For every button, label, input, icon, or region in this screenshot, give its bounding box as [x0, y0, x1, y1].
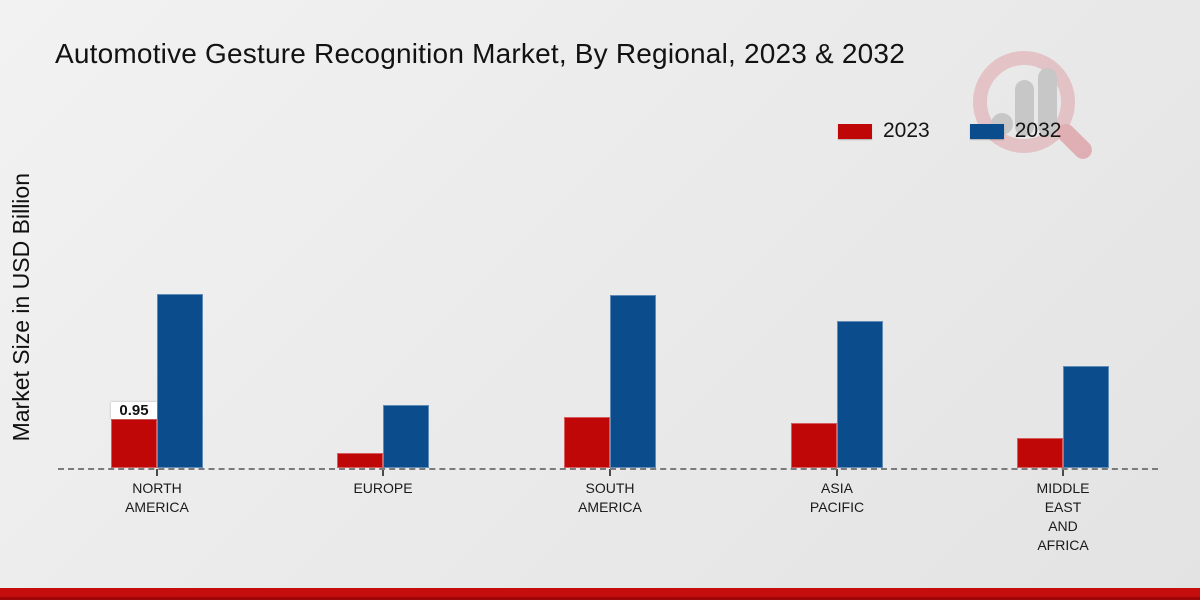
- legend-item-2023: 2023: [838, 119, 930, 143]
- x-axis-label-line: PACIFIC: [809, 499, 865, 515]
- bar-2032-middle-east-and-africa: [1063, 366, 1109, 468]
- x-axis-label-asia-pacific: ASIA PACIFIC: [752, 479, 922, 517]
- x-axis-label-line: EUROPE: [353, 480, 413, 496]
- bar-2023-south-america: [564, 417, 610, 468]
- x-axis-label-line: AFRICA: [1037, 537, 1089, 553]
- bar-2023-north-america: [111, 419, 157, 468]
- x-axis-label-line: AMERICA: [578, 499, 642, 515]
- bar-2032-north-america: [157, 294, 203, 468]
- x-axis-label-line: MIDDLE: [1036, 480, 1090, 496]
- legend-item-2032: 2032: [969, 119, 1062, 143]
- x-axis-label-middle-east-and-africa: MIDDLE EAST AND AFRICA: [978, 479, 1148, 555]
- bar-2023-middle-east-and-africa: [1017, 438, 1063, 468]
- y-axis-label-wrap: Market Size in USD Billion: [6, 140, 36, 475]
- chart-title: Automotive Gesture Recognition Market, B…: [55, 38, 905, 69]
- footer-bar: [0, 588, 1200, 600]
- legend: 2023 2032: [838, 119, 1061, 143]
- bar-2023-asia-pacific: [791, 423, 837, 468]
- bar-2032-asia-pacific: [837, 321, 883, 468]
- x-axis-label-line: AMERICA: [125, 499, 189, 515]
- x-axis-baseline: [58, 468, 1158, 470]
- bar-2023-europe: [337, 453, 383, 468]
- y-axis-label: Market Size in USD Billion: [7, 173, 34, 442]
- bar-2032-south-america: [610, 295, 656, 468]
- legend-label-2032: 2032: [1014, 119, 1062, 142]
- x-axis-label-south-america: SOUTH AMERICA: [525, 479, 695, 517]
- x-axis-label-line: ASIA: [821, 480, 853, 496]
- x-axis-label-line: NORTH: [132, 480, 182, 496]
- x-axis-label-line: AND: [1048, 518, 1078, 534]
- x-axis-tick-north-america: [156, 469, 158, 476]
- x-axis-tick-asia-pacific: [836, 469, 838, 476]
- value-label-2023-north-america: 0.95: [111, 402, 157, 419]
- x-axis-label-north-america: NORTH AMERICA: [72, 479, 242, 517]
- legend-swatch-2032: [969, 123, 1004, 139]
- x-axis-label-europe: EUROPE: [298, 479, 468, 498]
- x-axis-label-line: SOUTH: [585, 480, 635, 496]
- x-axis-tick-south-america: [609, 469, 611, 476]
- x-axis-tick-middle-east-and-africa: [1062, 469, 1064, 476]
- magnifier-bar-chart-logo-icon: [973, 51, 1092, 159]
- x-axis-tick-europe: [382, 469, 384, 476]
- x-axis-label-line: EAST: [1044, 499, 1082, 515]
- legend-label-2023: 2023: [883, 119, 930, 142]
- legend-swatch-2023: [838, 123, 872, 139]
- bar-2032-europe: [383, 405, 429, 468]
